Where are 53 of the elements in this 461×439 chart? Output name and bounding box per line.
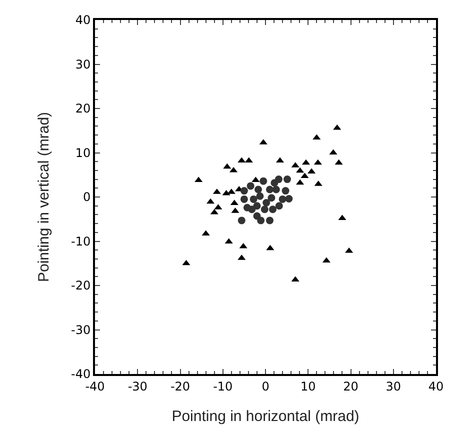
point (266, 216, 274, 224)
point (254, 186, 262, 194)
y-tick-label: 30 (75, 57, 91, 72)
point (260, 206, 268, 214)
x-tick-label: -10 (213, 379, 233, 394)
y-tick-label: -30 (70, 322, 91, 337)
point (285, 195, 293, 203)
point (248, 206, 256, 214)
y-axis-title: Pointing in vertical (mrad) (36, 112, 53, 282)
y-tick-label: 10 (75, 146, 91, 160)
point (272, 186, 280, 194)
point (278, 195, 286, 203)
point (240, 195, 248, 203)
x-tick-label: 10 (300, 379, 316, 394)
point (333, 124, 342, 130)
x-tick-label: -30 (128, 379, 148, 394)
point (266, 244, 274, 250)
y-tick-label: 40 (75, 13, 91, 28)
point (270, 179, 278, 187)
point (223, 163, 232, 169)
point (268, 194, 276, 202)
point (282, 187, 290, 195)
point (246, 182, 254, 190)
y-tick-label: 0 (82, 190, 91, 204)
y-tick-label: -10 (70, 234, 91, 248)
point (314, 159, 322, 165)
x-tick-label: 0 (262, 379, 270, 394)
point (182, 260, 190, 266)
y-tick-label: 20 (75, 102, 91, 116)
point (210, 208, 218, 214)
point (256, 192, 264, 200)
x-tick-label: -40 (85, 379, 105, 394)
point (240, 187, 248, 195)
point (260, 177, 268, 185)
point (253, 202, 261, 210)
point (275, 202, 283, 210)
point (262, 199, 270, 206)
point (334, 159, 343, 165)
point (308, 168, 316, 174)
point (238, 216, 246, 224)
point (345, 247, 354, 253)
point (269, 206, 276, 214)
point (266, 186, 274, 194)
x-tick-label: -20 (170, 379, 190, 394)
x-axis-title: Pointing in horizontal (mrad) (172, 408, 360, 425)
x-tick-label: 20 (343, 379, 358, 394)
point (250, 195, 258, 203)
y-tick-label: -40 (70, 367, 91, 382)
x-tick-label: 40 (428, 379, 444, 394)
point (253, 212, 261, 220)
point (283, 176, 291, 184)
y-tick-label: -20 (70, 278, 91, 293)
x-tick-label: 30 (386, 379, 402, 394)
